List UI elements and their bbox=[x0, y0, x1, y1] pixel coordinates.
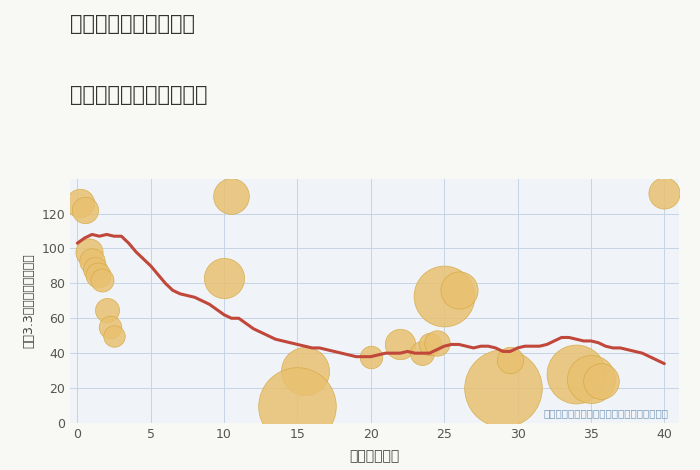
Point bbox=[226, 192, 237, 200]
Text: 千葉県成田市東ノ台の: 千葉県成田市東ノ台の bbox=[70, 14, 195, 34]
Point bbox=[585, 376, 596, 383]
Text: 円の大きさは、取引のあった物件面積を示す: 円の大きさは、取引のあった物件面積を示す bbox=[544, 408, 668, 418]
Point bbox=[86, 257, 97, 265]
Point bbox=[395, 341, 406, 348]
Point bbox=[439, 292, 450, 299]
X-axis label: 築年数（年）: 築年数（年） bbox=[349, 449, 400, 463]
Point bbox=[454, 287, 465, 294]
Point bbox=[299, 367, 310, 375]
Point bbox=[365, 353, 377, 360]
Point bbox=[416, 349, 428, 357]
Point bbox=[497, 384, 508, 392]
Point bbox=[505, 356, 516, 364]
Point bbox=[108, 332, 120, 339]
Point bbox=[75, 199, 86, 207]
Text: 築年数別中古戸建て価格: 築年数別中古戸建て価格 bbox=[70, 85, 207, 105]
Y-axis label: 坪（3.3㎡）単価（万円）: 坪（3.3㎡）単価（万円） bbox=[22, 253, 36, 348]
Point bbox=[570, 370, 582, 378]
Point bbox=[97, 276, 108, 283]
Point bbox=[83, 248, 94, 256]
Point bbox=[424, 341, 435, 348]
Point bbox=[104, 323, 116, 331]
Point bbox=[596, 377, 607, 385]
Point bbox=[292, 402, 303, 409]
Point bbox=[79, 206, 90, 214]
Point bbox=[90, 266, 101, 273]
Point bbox=[218, 274, 230, 282]
Point bbox=[659, 189, 670, 196]
Point bbox=[92, 271, 104, 278]
Point bbox=[101, 306, 112, 313]
Point bbox=[431, 339, 442, 346]
